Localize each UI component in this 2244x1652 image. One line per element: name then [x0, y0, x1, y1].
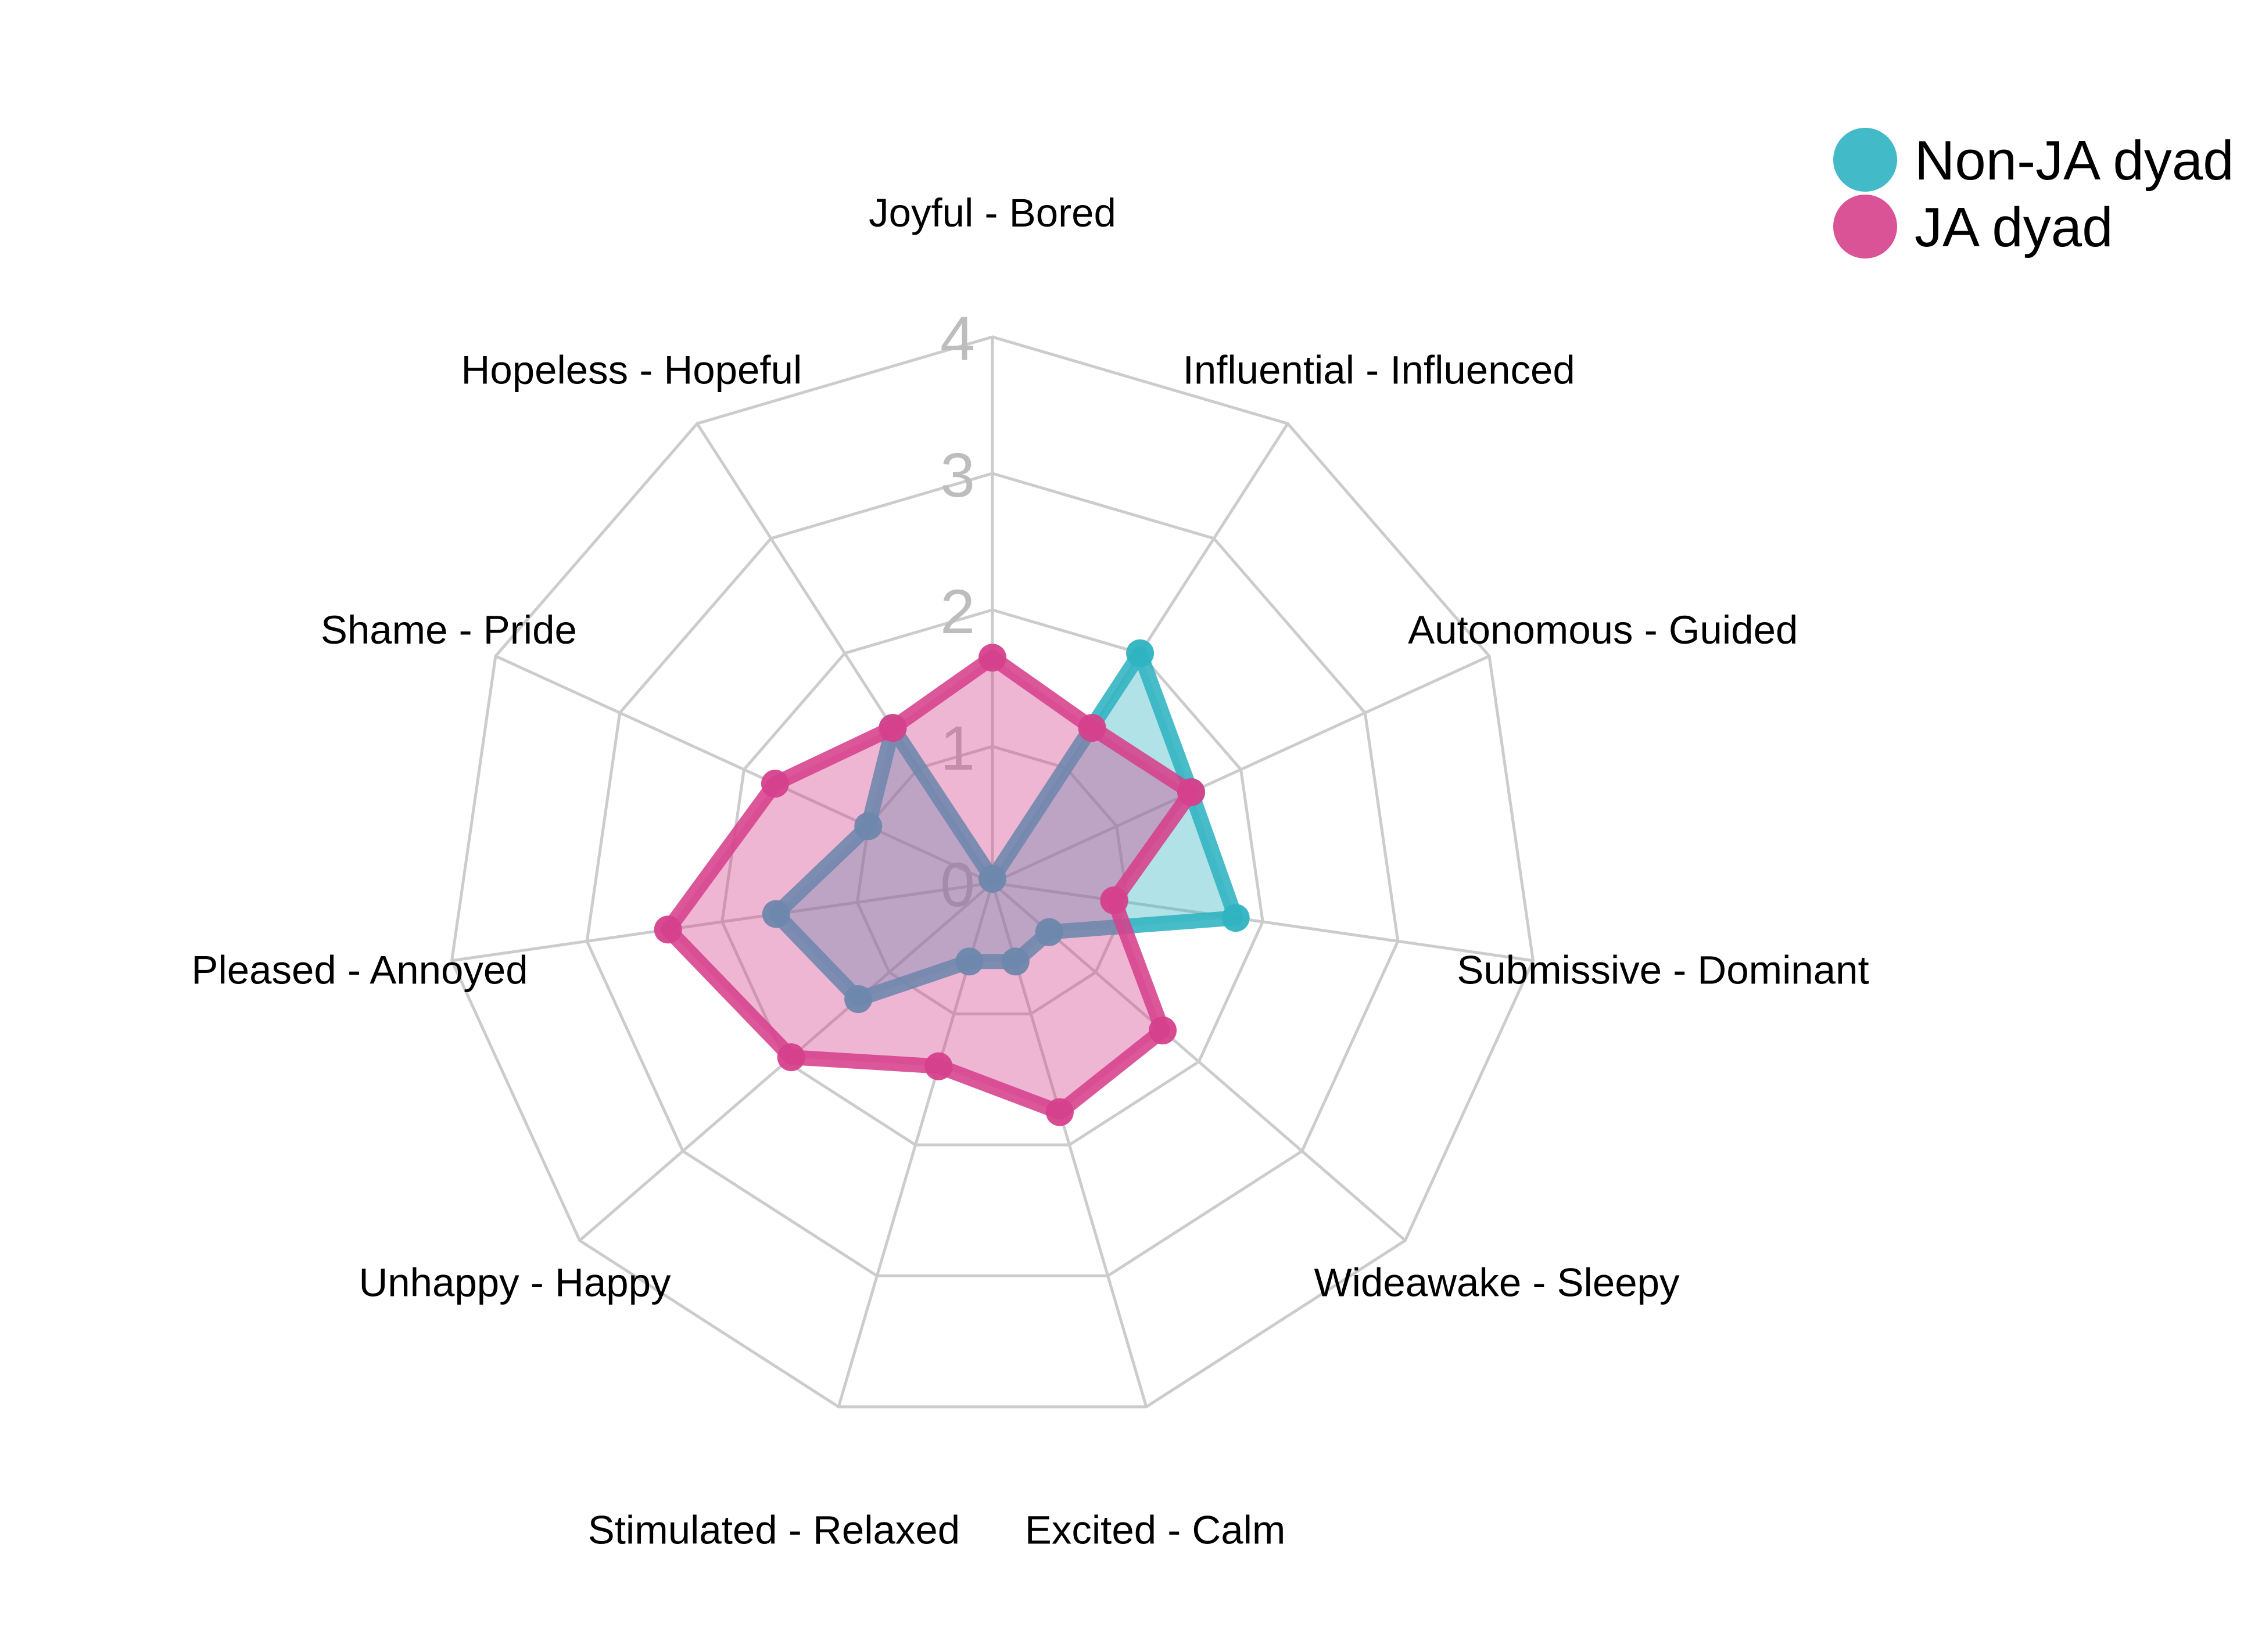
series-area-ja-dyad [660, 650, 1199, 1120]
data-point-non-ja-dyad-8 [762, 900, 790, 928]
data-point-non-ja-dyad-3 [1221, 904, 1250, 932]
data-point-ja-dyad-0 [978, 644, 1006, 672]
data-point-ja-dyad-4 [1149, 1016, 1177, 1044]
axis-label-excited-calm: Excited - Calm [1025, 1507, 1286, 1552]
data-point-non-ja-dyad-9 [854, 812, 883, 841]
radial-tick-labels: 0 1 2 3 4 [940, 303, 975, 920]
data-point-ja-dyad-6 [924, 1052, 953, 1080]
axis-label-influential-influenced: Influential - Influenced [1183, 348, 1575, 393]
radar-series [654, 639, 1250, 1126]
axis-label-pleased-annoyed: Pleased - Annoyed [191, 947, 528, 992]
grid-ring-2 [720, 608, 1264, 1147]
tick-label-2: 2 [940, 576, 975, 647]
grid-spoke-4 [991, 882, 1407, 1242]
legend-label-non-ja-dyad: Non-JA dyad [1915, 130, 2234, 192]
data-point-ja-dyad-5 [1045, 1098, 1074, 1126]
axis-label-submissive-dominant: Submissive - Dominant [1457, 947, 1869, 992]
grid-spoke-8 [451, 881, 993, 963]
grid-ring-3 [585, 472, 1400, 1277]
data-point-ja-dyad-1 [1078, 714, 1106, 742]
data-point-non-ja-dyad-1 [1126, 639, 1155, 667]
data-point-non-ja-dyad-7 [844, 985, 873, 1014]
data-point-ja-dyad-10 [879, 714, 907, 742]
axis-label-stimulated-relaxed: Stimulated - Relaxed [588, 1507, 960, 1552]
data-point-non-ja-dyad-0 [978, 864, 1006, 893]
data-point-ja-dyad-8 [654, 915, 682, 944]
grid-spoke-2 [991, 655, 1490, 885]
data-point-ja-dyad-7 [777, 1043, 805, 1072]
tick-label-3: 3 [940, 440, 975, 510]
grid-spoke-9 [494, 655, 994, 885]
axis-label-wideawake-sleepy: Wideawake - Sleepy [1314, 1260, 1680, 1305]
tick-label-1: 1 [940, 713, 975, 783]
axis-label-shame-pride: Shame - Pride [321, 608, 577, 652]
grid-spoke-3 [992, 881, 1533, 963]
data-point-ja-dyad-2 [1177, 778, 1206, 806]
legend: Non-JA dyad JA dyad [1833, 128, 2234, 258]
data-point-ja-dyad-9 [761, 770, 789, 798]
legend-swatch-non-ja-dyad [1833, 128, 1897, 192]
tick-label-4: 4 [940, 303, 975, 374]
legend-label-ja-dyad: JA dyad [1915, 196, 2113, 258]
axis-labels: Joyful - Bored Influential - Influenced … [191, 191, 1869, 1552]
axis-label-autonomous-guided: Autonomous - Guided [1408, 608, 1798, 652]
axis-label-hopeless-hopeful: Hopeless - Hopeful [461, 348, 802, 393]
data-point-non-ja-dyad-5 [1001, 947, 1030, 976]
legend-swatch-ja-dyad [1833, 195, 1897, 258]
grid-ring-4 [450, 335, 1535, 1409]
data-point-ja-dyad-3 [1100, 886, 1128, 915]
data-point-non-ja-dyad-6 [955, 947, 984, 976]
axis-label-unhappy-happy: Unhappy - Happy [359, 1260, 671, 1305]
axis-label-joyful-bored: Joyful - Bored [869, 191, 1116, 235]
tick-label-0: 0 [940, 849, 975, 920]
data-point-non-ja-dyad-4 [1035, 918, 1063, 946]
